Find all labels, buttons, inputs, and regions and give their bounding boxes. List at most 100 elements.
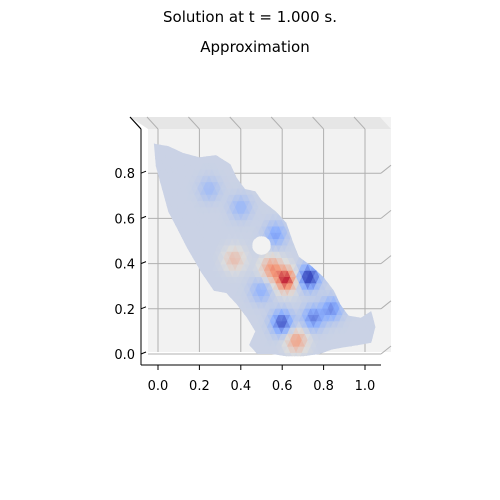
y-tick-mark: [140, 170, 147, 174]
y-gridline-side: [380, 210, 392, 219]
mesh-triangle: [209, 359, 215, 365]
x-gridline-top: [188, 116, 200, 130]
mesh-triangle: [172, 359, 178, 365]
mesh-triangle: [221, 359, 227, 365]
mesh-triangle: [149, 359, 155, 365]
axes-3d: 0.0 0.2 0.4 0.6 0.8 1.0 0.0 0.2 0.4 0.6 0.8: [114, 116, 392, 394]
mesh-triangle: [261, 352, 268, 357]
mesh-triangle: [266, 352, 274, 357]
mesh-triangle: [233, 359, 239, 365]
mesh-triangle: [366, 359, 372, 365]
mesh-triangle: [276, 359, 282, 365]
x-gridline-top: [146, 116, 159, 130]
mesh-triangle: [178, 359, 184, 365]
mesh-triangle: [238, 359, 244, 365]
mesh-triangle: [317, 359, 323, 365]
mesh-triangle: [157, 359, 163, 365]
mesh-triangle: [218, 359, 224, 365]
mesh-triangle: [383, 359, 389, 365]
x-gridline-top: [353, 116, 366, 130]
mesh-triangle: [351, 359, 357, 365]
mesh-triangle: [302, 359, 308, 365]
mesh-triangle: [305, 359, 311, 365]
mesh-triangle: [230, 359, 236, 365]
mesh-triangle: [235, 359, 241, 365]
mesh-triangle: [151, 359, 157, 365]
mesh-triangle: [264, 359, 270, 365]
y-gridline-side: [380, 300, 392, 310]
x-gridline-top: [312, 116, 324, 130]
mesh-triangle: [189, 359, 195, 365]
y-tick-label: 0.6: [114, 212, 135, 227]
mesh-triangle: [383, 353, 389, 359]
mesh-triangle: [360, 359, 366, 365]
mesh-triangle: [206, 359, 212, 365]
mesh-triangle: [311, 359, 317, 365]
mesh-triangle: [273, 359, 279, 365]
y-tick-label: 0.2: [114, 303, 135, 318]
mesh-triangle: [325, 359, 331, 365]
mesh-triangle: [346, 359, 352, 365]
mesh-triangle: [259, 359, 265, 365]
mesh-triangle: [227, 359, 233, 365]
x-gridline-top: [229, 116, 242, 130]
mesh-triangle: [320, 359, 326, 365]
x-tick-label: 0.4: [230, 379, 251, 394]
x-tick-label: 0.6: [272, 379, 293, 394]
mesh-triangle: [163, 359, 169, 365]
mesh-triangle: [244, 359, 250, 365]
mesh-triangle: [192, 359, 198, 365]
mesh-triangle: [267, 359, 273, 365]
y-tick-mark: [140, 215, 147, 219]
mesh-triangle: [372, 359, 378, 365]
mesh-triangle: [288, 359, 294, 365]
mesh-triangle: [195, 359, 201, 365]
mesh-triangle: [371, 320, 376, 328]
mesh-triangle: [307, 352, 315, 357]
mesh-triangle: [160, 359, 166, 365]
mesh-triangle: [250, 359, 256, 365]
y-tick-label: 0.4: [114, 258, 135, 273]
mesh-triangle: [247, 359, 253, 365]
mesh-triangle: [380, 359, 386, 365]
mesh-triangle: [201, 359, 207, 365]
mesh-triangle: [285, 359, 291, 365]
mesh-triangle: [212, 359, 218, 365]
mesh-triangle: [369, 359, 375, 365]
mesh-triangle: [354, 359, 360, 365]
mesh-triangle: [175, 359, 181, 365]
y-tick-mark: [140, 306, 147, 310]
y-tick-label: 0.0: [114, 348, 135, 363]
mesh-triangle: [224, 359, 230, 365]
mesh-triangle: [169, 359, 175, 365]
mesh-triangle: [348, 359, 354, 365]
mesh-triangle: [279, 359, 285, 365]
mesh-triangle: [204, 359, 210, 365]
mesh-triangle: [241, 359, 247, 365]
mesh-triangle: [154, 359, 160, 365]
mesh-triangle: [377, 359, 383, 365]
mesh-triangle: [334, 359, 340, 365]
y-gridline-side: [380, 345, 392, 355]
mesh-triangle: [313, 352, 320, 357]
y-tick-label: 0.8: [114, 167, 135, 182]
mesh-triangle: [291, 359, 297, 365]
mesh-triangle: [256, 359, 262, 365]
mesh-triangle: [253, 359, 259, 365]
mesh-triangle: [328, 359, 334, 365]
mesh-triangle: [343, 359, 349, 365]
mesh-triangle: [215, 359, 221, 365]
mesh-triangle: [272, 352, 280, 357]
mesh-triangle: [363, 359, 369, 365]
mesh-triangle: [314, 359, 320, 365]
mesh-triangle: [337, 359, 343, 365]
mesh-triangle: [293, 359, 299, 365]
y-gridline-side: [380, 164, 392, 174]
y-tick-mark: [140, 261, 147, 265]
mesh-triangle: [299, 359, 305, 365]
z-axis-line: [129, 116, 142, 130]
top-pane: [130, 117, 391, 129]
mesh-triangle: [180, 359, 186, 365]
axes-title: Approximation: [200, 38, 309, 56]
mesh-triangle: [262, 359, 268, 365]
